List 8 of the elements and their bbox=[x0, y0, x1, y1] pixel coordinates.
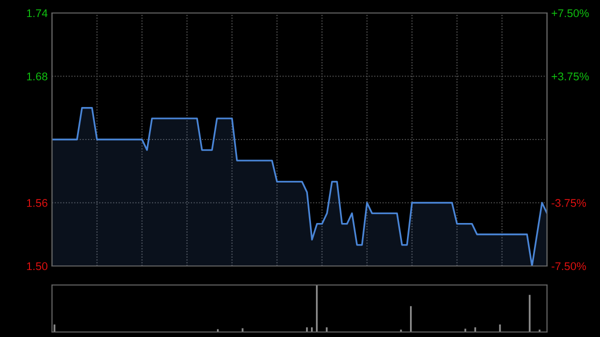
y2-tick-label: +7.50% bbox=[552, 9, 589, 18]
y2-tick-label: +3.75% bbox=[552, 72, 589, 80]
y-tick-label: 1.74 bbox=[27, 9, 48, 18]
y2-tick-label: -7.50% bbox=[552, 262, 586, 270]
y-tick-label: 1.56 bbox=[27, 199, 48, 207]
y-tick-label: 1.68 bbox=[27, 72, 48, 80]
y-tick-label: 1.50 bbox=[27, 262, 48, 270]
y2-tick-label: -3.75% bbox=[552, 199, 586, 207]
